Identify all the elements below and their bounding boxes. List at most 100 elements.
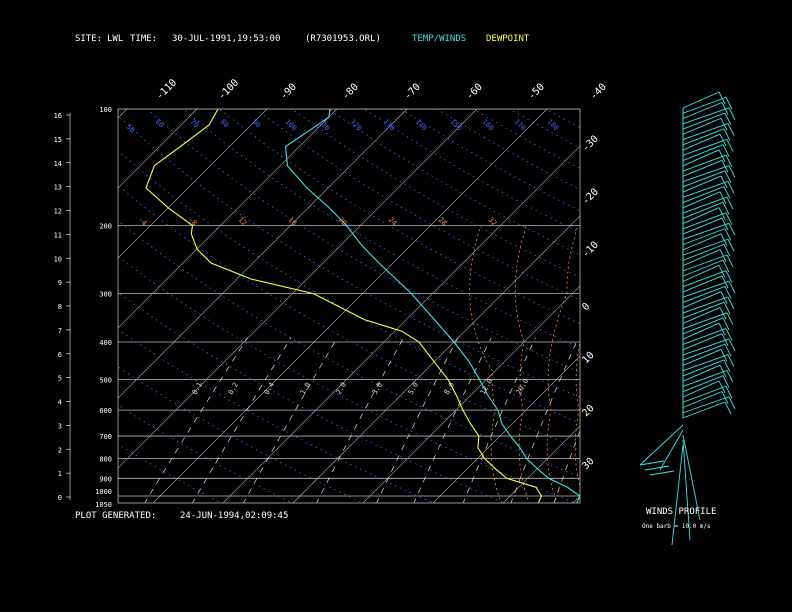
wind-barb — [682, 275, 723, 293]
dry-adiabat — [118, 150, 580, 424]
wind-barb-flag — [718, 265, 726, 278]
wind-barb — [682, 149, 720, 167]
wind-barb-flag — [723, 301, 731, 315]
mixing-ratio-label: 0.4 — [263, 381, 276, 396]
wind-barb — [682, 133, 721, 151]
dry-adiabat-label: 170 — [513, 118, 528, 133]
mixing-ratio-label: 0.1 — [191, 381, 204, 396]
dry-adiabat-label: 90 — [251, 118, 263, 130]
wind-barb-flag — [721, 333, 729, 346]
isotherm — [118, 109, 408, 399]
mixing-ratio-line — [243, 337, 338, 503]
wind-barb — [682, 217, 723, 235]
wind-barb — [682, 401, 726, 419]
wind-barb — [682, 102, 723, 119]
wind-barb — [682, 186, 725, 203]
wind-barb — [682, 191, 721, 209]
wind-barb-flag — [726, 312, 734, 325]
wind-barb-flag — [724, 286, 732, 299]
isotherm — [292, 215, 580, 503]
wind-barb — [682, 396, 730, 414]
dry-adiabat-label: 140 — [414, 118, 429, 133]
wind-barb-flag — [721, 217, 729, 231]
wind-barb — [682, 196, 728, 214]
isotherm-label: -10 — [580, 240, 601, 261]
file-name: (R7301953.ORL) — [305, 34, 381, 44]
wind-barb — [682, 222, 730, 240]
wind-barb-flag — [723, 359, 731, 373]
wind-barb-flag — [722, 202, 730, 215]
pressure-tick-label: 200 — [99, 222, 112, 230]
mixing-ratio-label: 12.0 — [479, 377, 494, 396]
isotherm-label: -70 — [402, 82, 423, 103]
dry-adiabat — [618, 109, 792, 504]
isotherm — [118, 109, 128, 119]
wind-barb-flag — [721, 160, 729, 173]
isotherm — [642, 109, 792, 504]
mixing-ratio-label: 2.0 — [335, 381, 348, 396]
height-tick-label: 3 — [58, 422, 62, 430]
moist-adiabat — [514, 225, 530, 503]
wind-barb — [682, 154, 727, 172]
wind-barb-flag — [728, 396, 736, 409]
moist-adiabat-label: -4 — [137, 216, 149, 228]
height-tick-label: 5 — [58, 375, 62, 383]
wind-barb — [682, 138, 728, 156]
wind-barb — [659, 429, 684, 471]
height-tick-label: 11 — [54, 231, 62, 239]
isotherm-label: 20 — [580, 403, 596, 419]
isotherm — [362, 285, 580, 503]
moist-adiabat — [546, 225, 579, 503]
mixing-ratio-line — [510, 337, 579, 503]
mixing-ratio-label: 8.0 — [443, 381, 456, 396]
wind-barb-flag — [639, 460, 665, 466]
isotherm-label: -60 — [464, 82, 485, 103]
dry-adiabat — [118, 184, 580, 451]
legend-dewpoint: DEWPOINT — [486, 34, 530, 44]
wind-barb-flag — [718, 322, 726, 336]
dry-adiabat-label: 130 — [382, 118, 397, 133]
wind-barb — [682, 117, 722, 135]
wind-barb-flag — [725, 270, 733, 283]
wind-barb — [682, 96, 727, 114]
dry-adiabat-label: 150 — [449, 118, 464, 133]
winds-profile-panel — [639, 91, 736, 546]
dry-adiabat — [118, 255, 577, 503]
wind-barb — [682, 270, 727, 288]
pressure-tick-label: 900 — [99, 475, 112, 483]
dry-adiabat — [146, 109, 580, 373]
isotherm-label: 0 — [580, 301, 592, 313]
wind-barb — [682, 233, 722, 251]
time-value: 30-JUL-1991,19:53:00 — [172, 34, 281, 44]
wind-barb-flag — [720, 349, 728, 362]
mixing-ratio-line — [192, 337, 292, 503]
height-tick-label: 2 — [58, 446, 62, 454]
mixing-ratio-line — [462, 337, 536, 503]
isotherm-label: 30 — [580, 456, 596, 472]
wind-barb-flag — [721, 102, 729, 115]
dry-adiabat-label: 50 — [125, 123, 137, 135]
dry-adiabat-label: 60 — [154, 118, 166, 130]
site-value: LWL — [107, 34, 124, 44]
wind-barb — [682, 165, 730, 182]
isotherm-label: -100 — [216, 77, 241, 102]
wind-barb — [682, 333, 723, 351]
dry-adiabat — [291, 109, 580, 278]
dry-adiabat — [118, 443, 222, 503]
wind-barb — [682, 128, 725, 146]
isotherm-label: -90 — [278, 82, 299, 103]
wind-barb-flag — [728, 223, 736, 236]
dry-adiabat-label: 100 — [284, 118, 299, 133]
wind-barb-flag — [725, 154, 733, 168]
isotherm-label: -110 — [154, 77, 179, 102]
height-tick-label: 1 — [58, 470, 62, 478]
wind-barb — [682, 175, 722, 193]
moist-adiabat-label: 16 — [287, 216, 299, 228]
pressure-tick-label: 500 — [99, 377, 112, 385]
dry-adiabat-label: 120 — [349, 118, 364, 133]
isotherm-label: -30 — [580, 134, 601, 155]
wind-barb-flag — [725, 212, 733, 226]
plot-area — [118, 109, 792, 504]
plot-frame — [117, 108, 581, 504]
wind-barb — [682, 391, 723, 408]
